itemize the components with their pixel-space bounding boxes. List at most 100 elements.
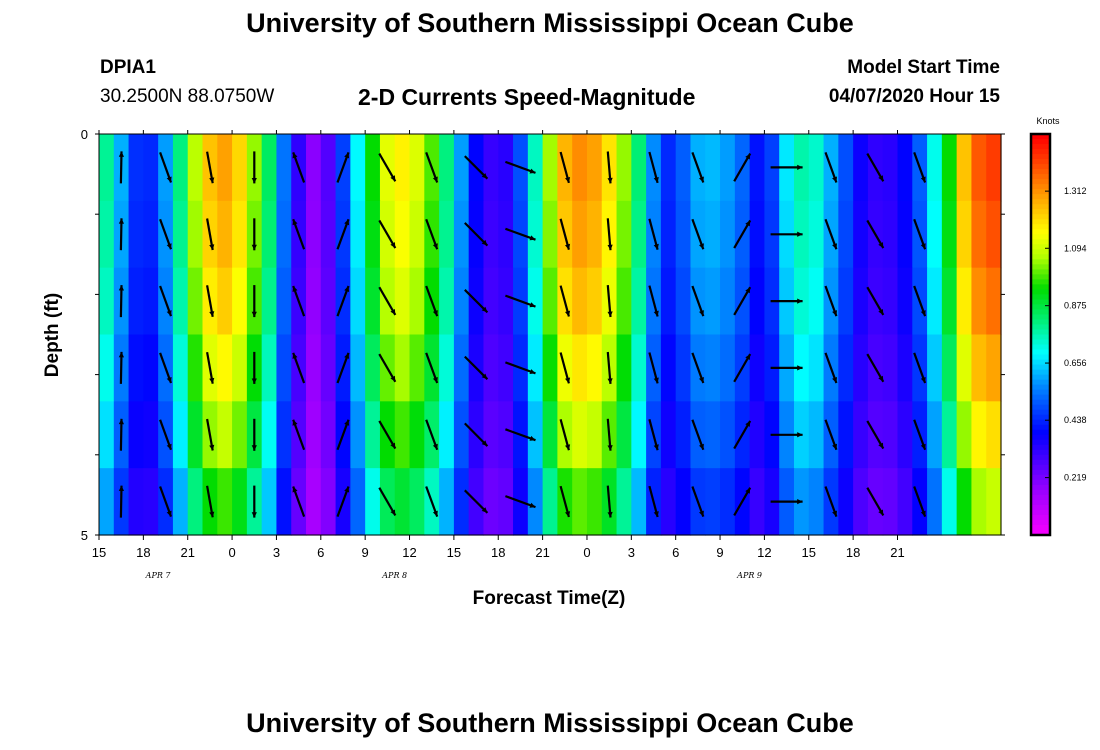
current-arrow xyxy=(824,152,838,183)
current-arrow xyxy=(559,485,571,518)
current-arrow xyxy=(913,218,927,250)
current-arrow xyxy=(606,285,613,318)
heatmap-cell xyxy=(882,134,899,202)
station-coordinates: 30.2500N 88.0750W xyxy=(100,86,275,107)
current-arrow xyxy=(464,422,489,447)
heatmap-cell xyxy=(128,267,144,336)
current-arrow xyxy=(118,218,124,251)
heatmap-cell xyxy=(439,401,455,469)
current-arrow xyxy=(206,218,215,251)
heatmap-cell xyxy=(394,267,411,336)
current-arrow xyxy=(691,486,705,517)
current-arrow xyxy=(336,419,350,451)
heatmap-cell xyxy=(882,200,899,269)
current-arrow xyxy=(464,489,489,514)
heatmap-cell xyxy=(276,267,292,336)
heatmap-cell xyxy=(808,334,825,402)
heatmap-cell xyxy=(927,134,943,202)
current-arrow xyxy=(336,152,350,183)
heatmap-cell xyxy=(853,134,869,202)
heatmap-cell xyxy=(808,134,825,202)
current-arrow xyxy=(691,285,705,317)
heatmap-cell xyxy=(320,200,337,269)
current-arrow xyxy=(378,286,397,316)
heatmap-cell xyxy=(986,200,1002,269)
heatmap-cell xyxy=(320,468,337,536)
current-arrow xyxy=(606,151,613,184)
heatmap-cell xyxy=(394,134,411,202)
heatmap-cell xyxy=(956,401,973,469)
heatmap-cell xyxy=(232,468,248,536)
heatmap-cell xyxy=(276,468,292,536)
x-tick-label: 3 xyxy=(628,545,635,560)
heatmap-cell xyxy=(172,267,189,336)
heatmap-cell xyxy=(675,134,692,202)
current-arrow xyxy=(770,365,803,371)
heatmap-cell xyxy=(586,468,603,536)
heatmap-cell xyxy=(616,200,632,269)
heatmap-cell xyxy=(498,401,514,469)
heatmap-cell xyxy=(261,468,278,536)
heatmap-cell xyxy=(232,200,248,269)
current-arrow xyxy=(336,285,350,317)
current-arrow xyxy=(733,219,752,249)
heatmap-cell xyxy=(483,267,499,336)
main-title: University of Southern Mississippi Ocean… xyxy=(246,8,854,38)
heatmap-cell xyxy=(498,134,514,202)
heatmap-cell xyxy=(897,401,913,469)
date-label: APR 7 xyxy=(145,571,172,580)
heatmap-cells xyxy=(99,134,1002,536)
y-tick-label: 5 xyxy=(81,528,88,543)
current-arrow xyxy=(206,285,215,317)
heatmap-cell xyxy=(306,200,322,269)
current-arrow xyxy=(866,219,885,249)
heatmap-cell xyxy=(542,134,558,202)
heatmap-cell xyxy=(99,134,115,202)
current-arrow xyxy=(559,218,571,250)
current-arrow xyxy=(292,285,306,317)
heatmap-cell xyxy=(986,468,1002,536)
heatmap-cell xyxy=(143,334,159,402)
heatmap-cell xyxy=(261,267,278,336)
heatmap-cell xyxy=(350,334,366,402)
current-arrow xyxy=(648,285,659,317)
heatmap-cell xyxy=(143,267,159,336)
heatmap-cell xyxy=(838,267,854,336)
heatmap-cell xyxy=(320,334,337,402)
heatmap-cell xyxy=(172,200,189,269)
current-arrow xyxy=(606,351,613,384)
heatmap-cell xyxy=(527,334,544,402)
x-tick-label: 18 xyxy=(136,545,150,560)
heatmap-cell xyxy=(128,401,144,469)
current-arrow xyxy=(770,499,803,505)
heatmap-cell xyxy=(720,134,736,202)
heatmap-cell xyxy=(586,267,603,336)
heatmap-cell xyxy=(439,334,455,402)
heatmap-cell xyxy=(483,134,499,202)
heatmap-cell xyxy=(897,200,913,269)
current-arrow xyxy=(733,286,752,316)
heatmap-cell xyxy=(143,468,159,536)
current-arrow xyxy=(505,428,536,442)
heatmap-cell xyxy=(616,401,632,469)
heatmap-cell xyxy=(705,334,721,402)
heatmap-cell xyxy=(749,401,766,469)
colorbar-tick-label: 0.875 xyxy=(1064,301,1087,311)
current-arrow xyxy=(251,351,257,384)
heatmap-cell xyxy=(660,134,677,202)
heatmap-cell xyxy=(350,134,366,202)
heatmap-cell xyxy=(838,401,854,469)
current-arrow xyxy=(118,351,124,384)
x-tick-label: 6 xyxy=(317,545,324,560)
current-arrow xyxy=(206,352,215,384)
current-arrow xyxy=(378,487,397,516)
heatmap-cell xyxy=(882,401,899,469)
heatmap-cell xyxy=(897,134,913,202)
heatmap-cell xyxy=(439,134,455,202)
current-arrow xyxy=(770,231,803,237)
heatmap-cell xyxy=(927,334,943,402)
heatmap-cell xyxy=(217,267,233,336)
heatmap-cell xyxy=(232,334,248,402)
heatmap-cell xyxy=(941,200,958,269)
current-arrow xyxy=(559,285,571,317)
